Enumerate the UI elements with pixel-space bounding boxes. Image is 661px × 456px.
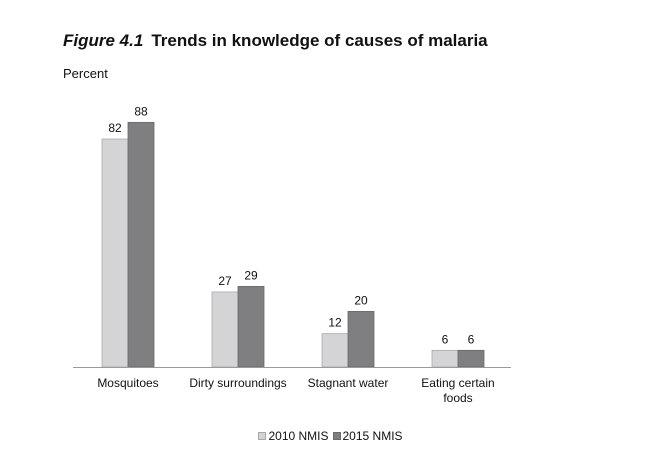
data-label-stagnant-water-s2: 20 (354, 293, 368, 307)
bar-stagnant-water-s2 (347, 310, 375, 368)
figure-number: Figure 4.1 (63, 31, 144, 50)
data-label-eating-certain-foods-s2: 6 (468, 332, 475, 346)
data-label-mosquitoes-s2: 88 (134, 104, 148, 118)
bar-stagnant-water-s1 (321, 333, 349, 368)
legend-swatch-2015 (332, 432, 341, 440)
bar-mosquitoes-s2 (127, 121, 155, 368)
x-tick-label-mosquitoes: Mosquitoes (97, 376, 158, 390)
data-label-dirty-surroundings-s2: 29 (244, 268, 258, 282)
figure-title: Trends in knowledge of causes of malaria (151, 31, 488, 50)
legend-label-2015: 2015 NMIS (342, 429, 403, 443)
bar-dirty-surroundings-s1 (211, 291, 239, 368)
x-tick-label-dirty-surroundings: Dirty surroundings (189, 376, 286, 390)
bar-mosquitoes-s1 (101, 138, 129, 368)
x-tick-label-stagnant-water: Stagnant water (308, 376, 389, 390)
legend: 2010 NMIS 2015 NMIS (0, 429, 661, 443)
legend-item-2010: 2010 NMIS (258, 429, 329, 443)
data-label-dirty-surroundings-s1: 27 (218, 274, 232, 288)
bar-eating-certain-foods-s2 (457, 349, 485, 368)
bar-chart: 82 88 Mosquitoes 27 29 Dirty surroundings 12 20… (73, 104, 511, 405)
legend-swatch-2010 (258, 432, 267, 440)
legend-item-2015: 2015 NMIS (332, 429, 403, 443)
y-axis-label: Percent (63, 66, 108, 81)
chart-title: Figure 4.1 Trends in knowledge of causes … (63, 31, 488, 51)
legend-label-2010: 2010 NMIS (268, 429, 329, 443)
data-label-stagnant-water-s1: 12 (328, 316, 342, 330)
x-tick-label-eating-certain-foods: Eating certain foods (421, 376, 494, 405)
data-label-mosquitoes-s1: 82 (108, 121, 122, 135)
bar-dirty-surroundings-s2 (237, 285, 265, 368)
data-label-eating-certain-foods-s1: 6 (442, 332, 449, 346)
bar-eating-certain-foods-s1 (431, 349, 459, 368)
